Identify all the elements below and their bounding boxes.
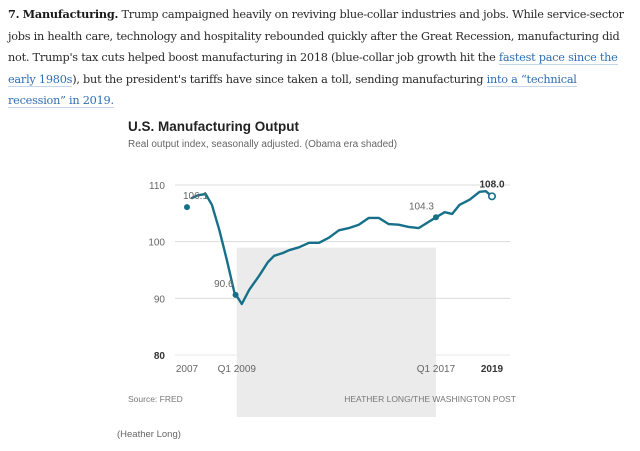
obama-era-shading bbox=[236, 247, 436, 417]
x-tick-label: Q1 2009 bbox=[218, 364, 257, 375]
photo-caption: (Heather Long) bbox=[117, 429, 181, 440]
article-paragraph: 7. Manufacturing. Trump campaigned heavi… bbox=[8, 4, 632, 112]
y-tick-label: 100 bbox=[148, 238, 165, 249]
link-fastest-pace[interactable]: fastest pace since the early 1980s bbox=[8, 51, 618, 87]
data-label: 90.6 bbox=[214, 279, 234, 290]
paragraph-text-2: ), but the president's tariffs have sinc… bbox=[72, 72, 487, 86]
link-technical-recession[interactable]: into a “technical recession” in 2019. bbox=[8, 72, 577, 109]
credit-note: HEATHER LONG/THE WASHINGTON POST bbox=[344, 394, 516, 404]
x-tick-label: Q1 2017 bbox=[417, 364, 456, 375]
data-label: 108.0 bbox=[479, 179, 504, 190]
y-tick-label: 80 bbox=[154, 351, 166, 362]
series-line bbox=[190, 190, 494, 306]
x-tick-label: 2019 bbox=[481, 364, 504, 375]
data-label: 104.3 bbox=[409, 201, 434, 212]
source-note: Source: FRED bbox=[128, 394, 183, 404]
data-point-marker bbox=[487, 192, 496, 201]
x-tick-label: 2007 bbox=[176, 364, 199, 375]
chart-subtitle: Real output index, seasonally adjusted. … bbox=[128, 139, 398, 150]
paragraph-text-1: Trump campaigned heavily on reviving blu… bbox=[8, 8, 624, 65]
data-point-marker bbox=[432, 214, 439, 221]
data-label: 106.1 bbox=[183, 191, 208, 202]
section-heading: Manufacturing. bbox=[22, 7, 119, 21]
chart-title: U.S. Manufacturing Output bbox=[128, 119, 299, 134]
y-tick-label: 90 bbox=[154, 294, 166, 305]
data-point-marker bbox=[184, 204, 190, 211]
data-point-marker bbox=[232, 291, 239, 298]
section-number: 7. bbox=[8, 7, 20, 21]
y-tick-label: 110 bbox=[149, 181, 165, 192]
